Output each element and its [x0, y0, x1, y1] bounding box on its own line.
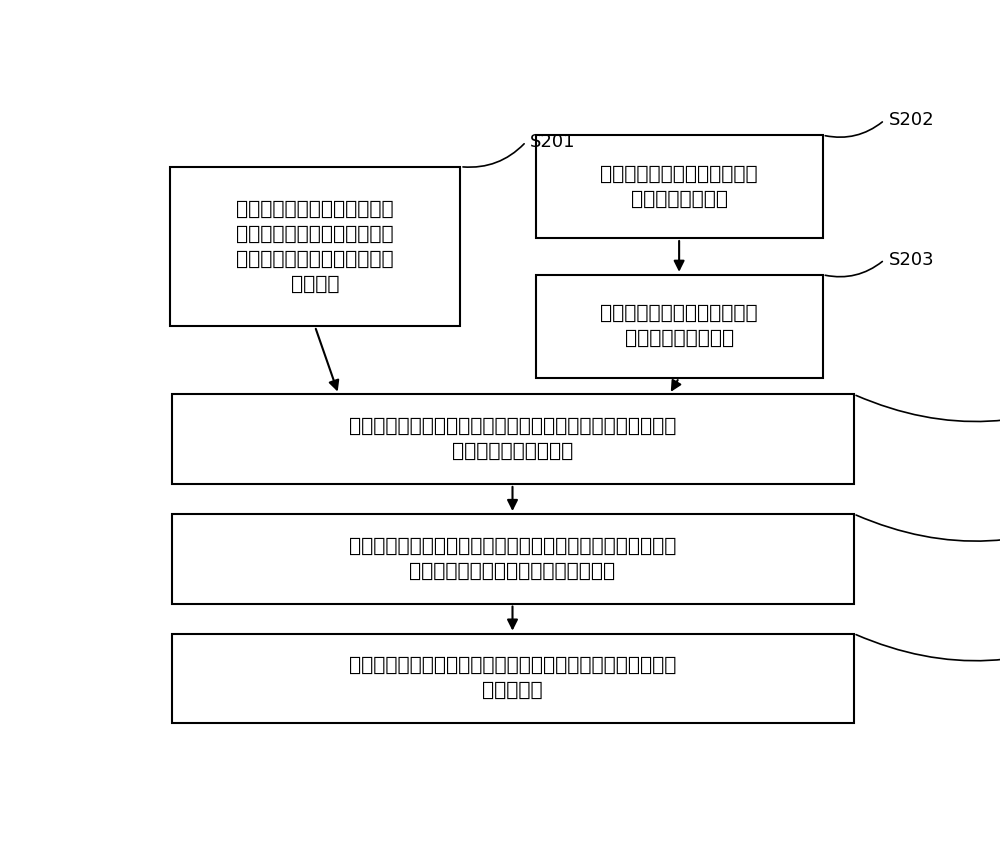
- FancyBboxPatch shape: [170, 167, 460, 326]
- Text: 根据转向方向在变道关联区域
内确定变道协作区域: 根据转向方向在变道关联区域 内确定变道协作区域: [600, 304, 758, 348]
- Text: 接收协作变道车辆发送的变道提示信息，根据变道提示信息执
行变道操作: 接收协作变道车辆发送的变道提示信息，根据变道提示信息执 行变道操作: [349, 657, 676, 701]
- Text: 根据当前车辆的车辆状态信息
确定变道关联区域: 根据当前车辆的车辆状态信息 确定变道关联区域: [600, 165, 758, 209]
- Text: 根据周边车辆的车辆状态信息，在周边车辆中确定在变道协作
区域内的关联变道车辆: 根据周边车辆的车辆状态信息，在周边车辆中确定在变道协作 区域内的关联变道车辆: [349, 417, 676, 461]
- Text: S203: S203: [888, 251, 934, 268]
- Text: S201: S201: [530, 133, 575, 151]
- Text: 向关联变道车辆发送转向方向，以使关联变道车辆根据自身的
车辆状态信息确定是否为协作变道车辆: 向关联变道车辆发送转向方向，以使关联变道车辆根据自身的 车辆状态信息确定是否为协…: [349, 537, 676, 581]
- Text: S202: S202: [888, 111, 934, 129]
- FancyBboxPatch shape: [172, 513, 854, 603]
- Text: 接收预设范围内的周边车辆的
车辆状态信息，车辆状态信息
包括位置、行驶方向、速度以
及加速度: 接收预设范围内的周边车辆的 车辆状态信息，车辆状态信息 包括位置、行驶方向、速度…: [236, 199, 394, 293]
- FancyBboxPatch shape: [172, 394, 854, 484]
- FancyBboxPatch shape: [536, 135, 822, 238]
- FancyBboxPatch shape: [172, 633, 854, 723]
- FancyBboxPatch shape: [536, 274, 822, 378]
